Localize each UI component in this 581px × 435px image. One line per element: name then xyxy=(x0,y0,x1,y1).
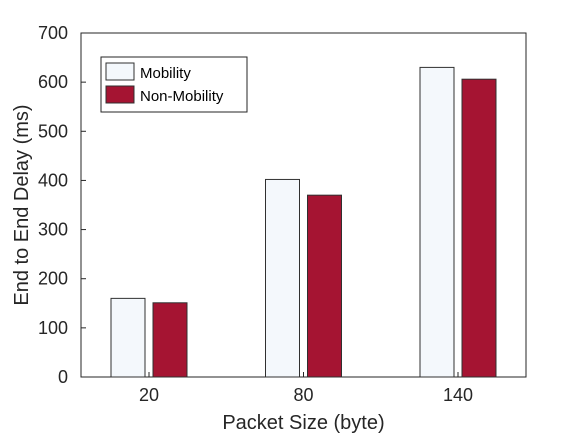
legend-label: Non-Mobility xyxy=(140,88,224,105)
y-tick-label: 0 xyxy=(58,367,68,387)
bar-non-mobility-20 xyxy=(152,302,188,378)
legend-items: Mobility Non-Mobility xyxy=(105,62,224,105)
y-tick-label: 600 xyxy=(38,72,68,92)
x-axis-title: Packet Size (byte) xyxy=(222,412,384,434)
bar-mobility-140 xyxy=(419,66,455,378)
x-tick-label: 140 xyxy=(443,385,473,405)
y-axis: 0 100 200 300 400 500 600 700 xyxy=(38,23,86,387)
y-tick-label: 500 xyxy=(38,121,68,141)
x-tick-label: 80 xyxy=(293,385,313,405)
legend-swatch-mobility xyxy=(105,62,135,81)
x-axis: 20 80 140 xyxy=(139,372,473,405)
y-tick-label: 400 xyxy=(38,170,68,190)
y-tick-label: 700 xyxy=(38,23,68,43)
legend-label: Mobility xyxy=(140,65,191,82)
legend: Mobility Non-Mobility xyxy=(100,56,248,113)
bar-non-mobility-80 xyxy=(307,194,342,378)
x-tick-label: 20 xyxy=(139,385,159,405)
y-tick-label: 200 xyxy=(38,269,68,289)
bar-mobility-20 xyxy=(110,297,146,378)
legend-swatch-non-mobility xyxy=(105,85,135,104)
bar-non-mobility-140 xyxy=(461,78,497,378)
bars xyxy=(110,66,497,378)
bar-mobility-80 xyxy=(265,178,300,378)
y-tick-label: 300 xyxy=(38,220,68,240)
y-axis-title: End to End Delay (ms) xyxy=(11,104,33,305)
y-tick-label: 100 xyxy=(38,318,68,338)
plot-area xyxy=(80,32,527,378)
